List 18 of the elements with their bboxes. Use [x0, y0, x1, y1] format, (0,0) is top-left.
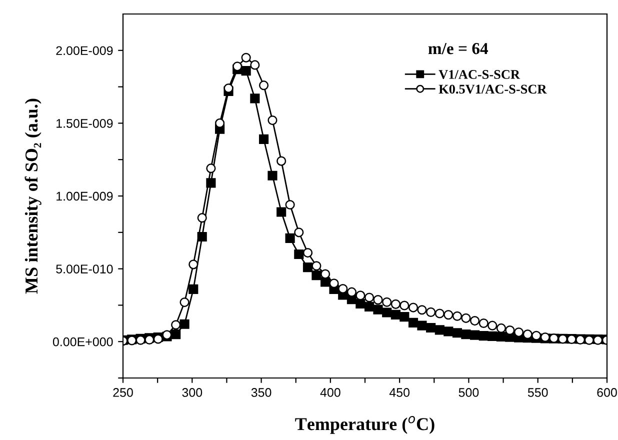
x-tick-label: 400 [320, 388, 340, 397]
y-tick-label: 1.50E-009 [56, 119, 113, 128]
y-tick-label: 0.00E+000 [52, 337, 113, 346]
x-tick-label: 250 [113, 388, 133, 397]
y-tick-label: 2.00E-009 [56, 46, 113, 56]
legend-label: K0.5V1/AC-S-SCR [438, 84, 547, 94]
x-tick-label: 550 [528, 388, 548, 397]
x-axis-title: Temperature ($^{o}$C) [295, 416, 434, 434]
x-tick-label: 500 [458, 388, 479, 397]
y-tick-label: 5.00E-010 [56, 264, 113, 274]
x-tick-label: 350 [251, 388, 272, 397]
annotation: m/e = 64 [428, 43, 488, 54]
y-tick-label: 1.00E-009 [56, 192, 113, 201]
x-tick-label: 600 [597, 388, 617, 397]
x-tick-label: 450 [389, 388, 410, 397]
legend-label: V1/AC-S-SCR [438, 70, 520, 79]
x-tick-label: 300 [182, 388, 202, 397]
y-axis-title: MS intensity of SO₂ (a.u.) [24, 98, 42, 294]
